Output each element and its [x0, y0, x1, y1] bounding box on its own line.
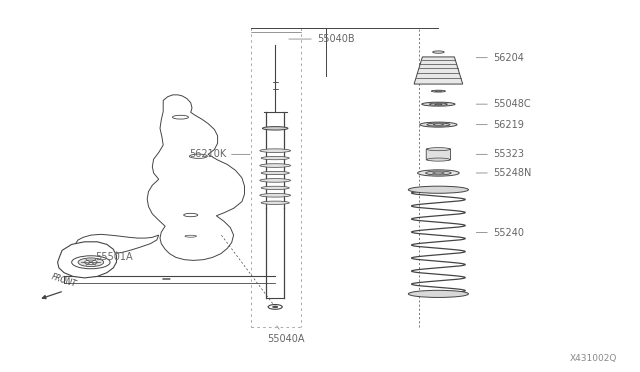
Ellipse shape — [427, 123, 450, 126]
Text: 56210K: 56210K — [189, 150, 250, 159]
Ellipse shape — [184, 214, 198, 217]
Ellipse shape — [433, 124, 444, 125]
Text: 55240: 55240 — [476, 228, 524, 237]
Ellipse shape — [260, 179, 291, 182]
Ellipse shape — [78, 258, 104, 267]
Text: 55501A: 55501A — [95, 251, 132, 262]
Ellipse shape — [427, 148, 450, 151]
Text: 56219: 56219 — [476, 120, 524, 129]
Ellipse shape — [420, 122, 457, 127]
Text: X431002Q: X431002Q — [570, 354, 618, 363]
Polygon shape — [58, 242, 116, 278]
Ellipse shape — [260, 193, 291, 197]
Text: FRONT: FRONT — [51, 273, 77, 289]
FancyBboxPatch shape — [426, 149, 451, 160]
Ellipse shape — [422, 102, 455, 106]
Ellipse shape — [173, 115, 188, 119]
Ellipse shape — [431, 90, 445, 92]
Ellipse shape — [429, 103, 447, 105]
Text: 55040A: 55040A — [268, 326, 305, 344]
Text: 55323: 55323 — [476, 150, 524, 159]
Ellipse shape — [262, 126, 288, 130]
Ellipse shape — [261, 186, 289, 189]
Ellipse shape — [408, 186, 468, 193]
Ellipse shape — [163, 278, 170, 280]
Ellipse shape — [260, 149, 291, 153]
Ellipse shape — [418, 170, 460, 176]
Ellipse shape — [72, 256, 110, 269]
Polygon shape — [76, 234, 159, 255]
Ellipse shape — [433, 172, 444, 174]
Ellipse shape — [427, 158, 450, 161]
Ellipse shape — [261, 201, 289, 204]
Text: 55048C: 55048C — [476, 99, 531, 109]
Ellipse shape — [189, 154, 207, 158]
Polygon shape — [414, 57, 463, 84]
Ellipse shape — [435, 91, 442, 92]
Ellipse shape — [261, 171, 289, 174]
Ellipse shape — [426, 171, 451, 175]
Ellipse shape — [273, 306, 278, 308]
Ellipse shape — [408, 290, 468, 298]
Ellipse shape — [261, 157, 289, 160]
Ellipse shape — [268, 305, 282, 309]
Ellipse shape — [84, 260, 97, 264]
Ellipse shape — [185, 235, 196, 237]
Ellipse shape — [435, 104, 442, 105]
Ellipse shape — [260, 164, 291, 167]
Polygon shape — [147, 95, 244, 260]
Text: 55040B: 55040B — [289, 34, 355, 44]
Ellipse shape — [433, 51, 444, 53]
Text: 55248N: 55248N — [476, 168, 531, 178]
Text: 56204: 56204 — [476, 53, 524, 62]
